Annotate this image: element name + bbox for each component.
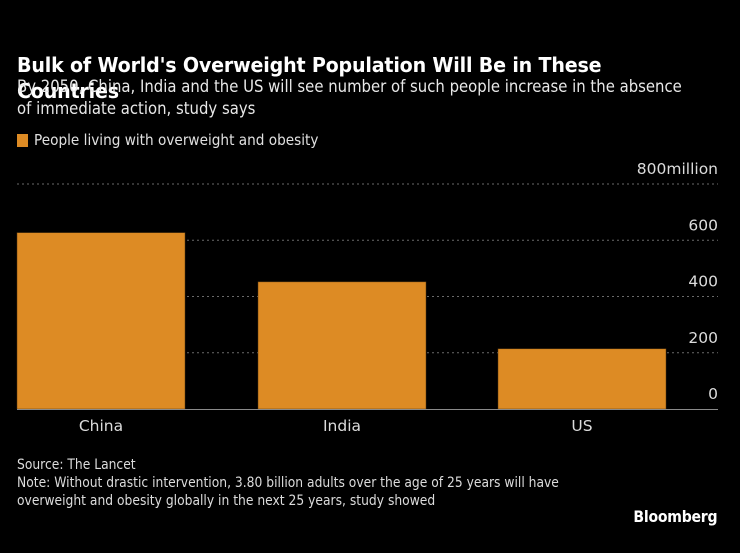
y-tick-label: 400 <box>688 273 718 291</box>
chart-title: Bulk of World's Overweight Population Wi… <box>17 53 602 103</box>
source-text: Source: The Lancet <box>17 457 136 473</box>
chart-subtitle: By 2050, China, India and the US will se… <box>17 77 682 119</box>
x-tick-label: India <box>323 417 361 435</box>
legend-label: People living with overweight and obesit… <box>34 131 319 149</box>
y-tick-label: 0 <box>708 385 718 403</box>
x-axis-labels: China India US <box>79 417 593 435</box>
note-text: Note: Without drastic intervention, 3.80… <box>17 475 559 509</box>
bar-india <box>257 281 427 410</box>
bar-china <box>16 232 186 410</box>
bloomberg-logo: Bloomberg <box>633 507 717 526</box>
y-axis-ticks: 0 200 400 600 800million <box>637 160 718 403</box>
x-tick-label: US <box>571 417 592 435</box>
legend-swatch <box>17 133 28 147</box>
legend: People living with overweight and obesit… <box>17 131 357 149</box>
y-tick-label: 800million <box>637 160 718 178</box>
footer-notes: Source: The Lancet Note: Without drastic… <box>17 456 580 510</box>
y-tick-label: 200 <box>688 329 718 347</box>
bars <box>16 232 667 410</box>
bar-us <box>497 348 667 410</box>
x-tick-label: China <box>79 417 123 435</box>
y-tick-label: 600 <box>688 216 718 234</box>
